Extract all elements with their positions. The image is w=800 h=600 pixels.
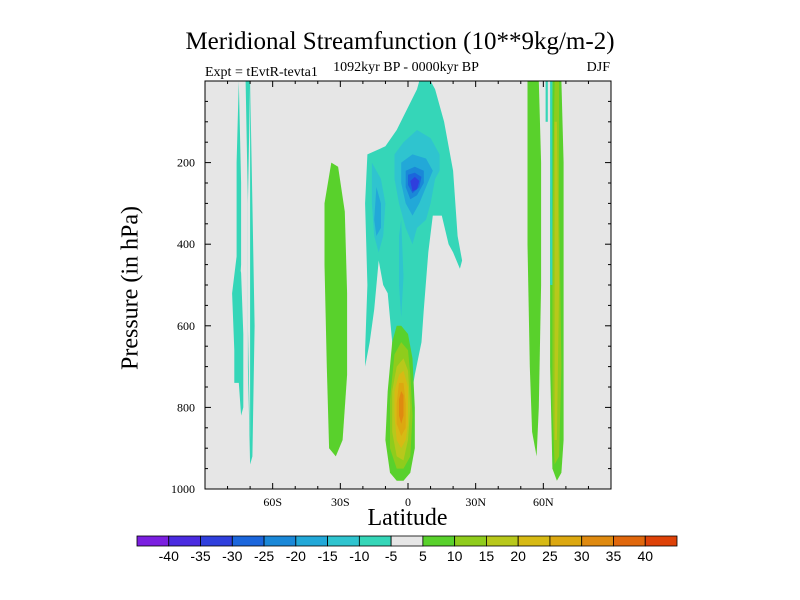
colorbar-swatch xyxy=(390,535,424,547)
colorbar-swatch xyxy=(231,535,265,547)
contour-region xyxy=(324,162,348,457)
contour-region xyxy=(374,187,381,236)
contour-region xyxy=(236,81,242,302)
colorbar-label: 30 xyxy=(574,548,590,564)
colorbar-swatch xyxy=(295,535,328,547)
contour-region xyxy=(554,121,560,441)
contour-region xyxy=(545,81,548,122)
colorbar-swatch xyxy=(517,535,551,547)
axis-ticks: 60S 30S 0 30N 60N 200 400 600 800 1000 xyxy=(171,81,611,509)
colorbar-label: -15 xyxy=(317,548,337,564)
colorbar-label: -25 xyxy=(254,548,274,564)
colorbar-swatch xyxy=(263,535,297,547)
x-axis-title: Latitude xyxy=(367,505,448,531)
y-tick-label: 400 xyxy=(177,237,195,251)
colorbar-swatch xyxy=(358,535,392,547)
contour-region xyxy=(247,81,251,440)
colorbar-swatch xyxy=(581,535,614,547)
colorbar-swatch xyxy=(644,535,678,547)
time-range-label: 1092kyr BP - 0000kyr BP xyxy=(333,60,479,75)
colorbar-swatch xyxy=(486,535,519,547)
contour-region xyxy=(232,256,244,416)
colorbar-label: -35 xyxy=(190,548,210,564)
colorbar-swatch xyxy=(549,535,583,547)
colorbar-label: 35 xyxy=(606,548,622,564)
y-tick-label: 200 xyxy=(177,156,195,170)
y-tick-label: 800 xyxy=(177,400,195,414)
colorbar-swatch xyxy=(168,535,201,547)
experiment-label: Expt = tEvtR-tevta1 xyxy=(205,65,318,80)
colorbar-swatch xyxy=(200,535,233,547)
colorbar-label: -20 xyxy=(286,548,306,564)
contour-fill-layer xyxy=(232,81,564,481)
colorbar-label: 5 xyxy=(419,548,427,564)
x-tick-label: 30N xyxy=(465,495,486,509)
x-tick-label: 60N xyxy=(533,495,554,509)
y-tick-label: 1000 xyxy=(171,482,195,496)
contour-region xyxy=(550,81,553,285)
contour-region xyxy=(410,176,420,192)
contour-region xyxy=(399,219,404,318)
colorbar-label: 15 xyxy=(479,548,495,564)
colorbar-label: 25 xyxy=(542,548,558,564)
y-tick-label: 600 xyxy=(177,319,195,333)
contour-region xyxy=(527,81,542,457)
colorbar-swatch xyxy=(422,535,456,547)
contour-region xyxy=(399,391,404,424)
x-tick-label: 60S xyxy=(263,495,282,509)
colorbar-label: -30 xyxy=(222,548,242,564)
x-tick-label: 0 xyxy=(405,495,411,509)
colorbar-label: 20 xyxy=(510,548,526,564)
x-tick-label: 30S xyxy=(331,495,350,509)
colorbar-label: -40 xyxy=(159,548,179,564)
colorbar-label: -5 xyxy=(385,548,398,564)
colorbar-swatch xyxy=(327,535,360,547)
colorbar-swatch xyxy=(136,535,170,547)
colorbar-label: 10 xyxy=(447,548,463,564)
colorbar-swatch xyxy=(613,535,646,547)
colorbar-label: 40 xyxy=(637,548,653,564)
chart-title: Meridional Streamfunction (10**9kg/m-2) xyxy=(185,28,615,55)
season-label: DJF xyxy=(586,60,610,75)
colorbar-swatch xyxy=(454,535,487,547)
colorbar: -40 -35 -30 -25 -20 -15 -10 -5 5 10 15 20 25 30 35 40 xyxy=(136,535,678,564)
colorbar-label: -10 xyxy=(349,548,369,564)
